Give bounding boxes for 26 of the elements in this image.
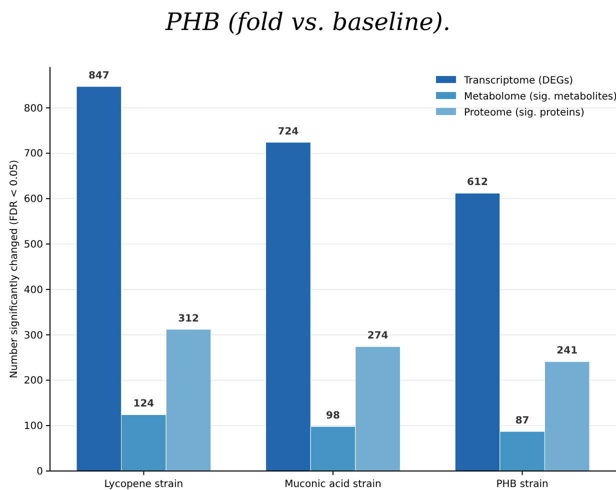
y-tick-label: 300 <box>24 330 43 342</box>
y-tick-label: 400 <box>24 284 43 296</box>
y-tick-label: 500 <box>24 240 43 251</box>
legend-label: Transcriptome (DEGs) <box>463 76 574 86</box>
data-label: 241 <box>556 346 578 357</box>
data-label: 274 <box>367 330 388 342</box>
x-tick-label: Lycopene strain <box>104 479 184 490</box>
y-tick-label: 100 <box>24 421 43 432</box>
data-label: 724 <box>278 126 299 138</box>
data-label: 87 <box>515 416 530 427</box>
data-label: 612 <box>467 177 488 188</box>
y-tick-label: 800 <box>24 103 43 114</box>
data-label: 847 <box>88 70 110 82</box>
y-tick-label: 700 <box>24 148 43 160</box>
data-label: 98 <box>326 410 340 422</box>
legend-label: Proteome (sig. proteins) <box>464 108 584 118</box>
chart-title: PHB (fold vs. baseline). <box>164 8 451 36</box>
y-tick-label: 200 <box>24 376 43 387</box>
x-tick-label: Muconic acid strain <box>284 479 382 490</box>
y-tick-label: 0 <box>36 466 43 478</box>
x-tick-label: PHB strain <box>496 479 548 490</box>
legend-label: Metabolome (sig. metabolites) <box>464 92 616 102</box>
y-tick-label: 600 <box>24 194 43 206</box>
y-axis-title: Number significantly changed (FDR < 0.05) <box>9 160 20 378</box>
data-label: 124 <box>133 398 154 410</box>
data-label: 312 <box>178 313 199 324</box>
